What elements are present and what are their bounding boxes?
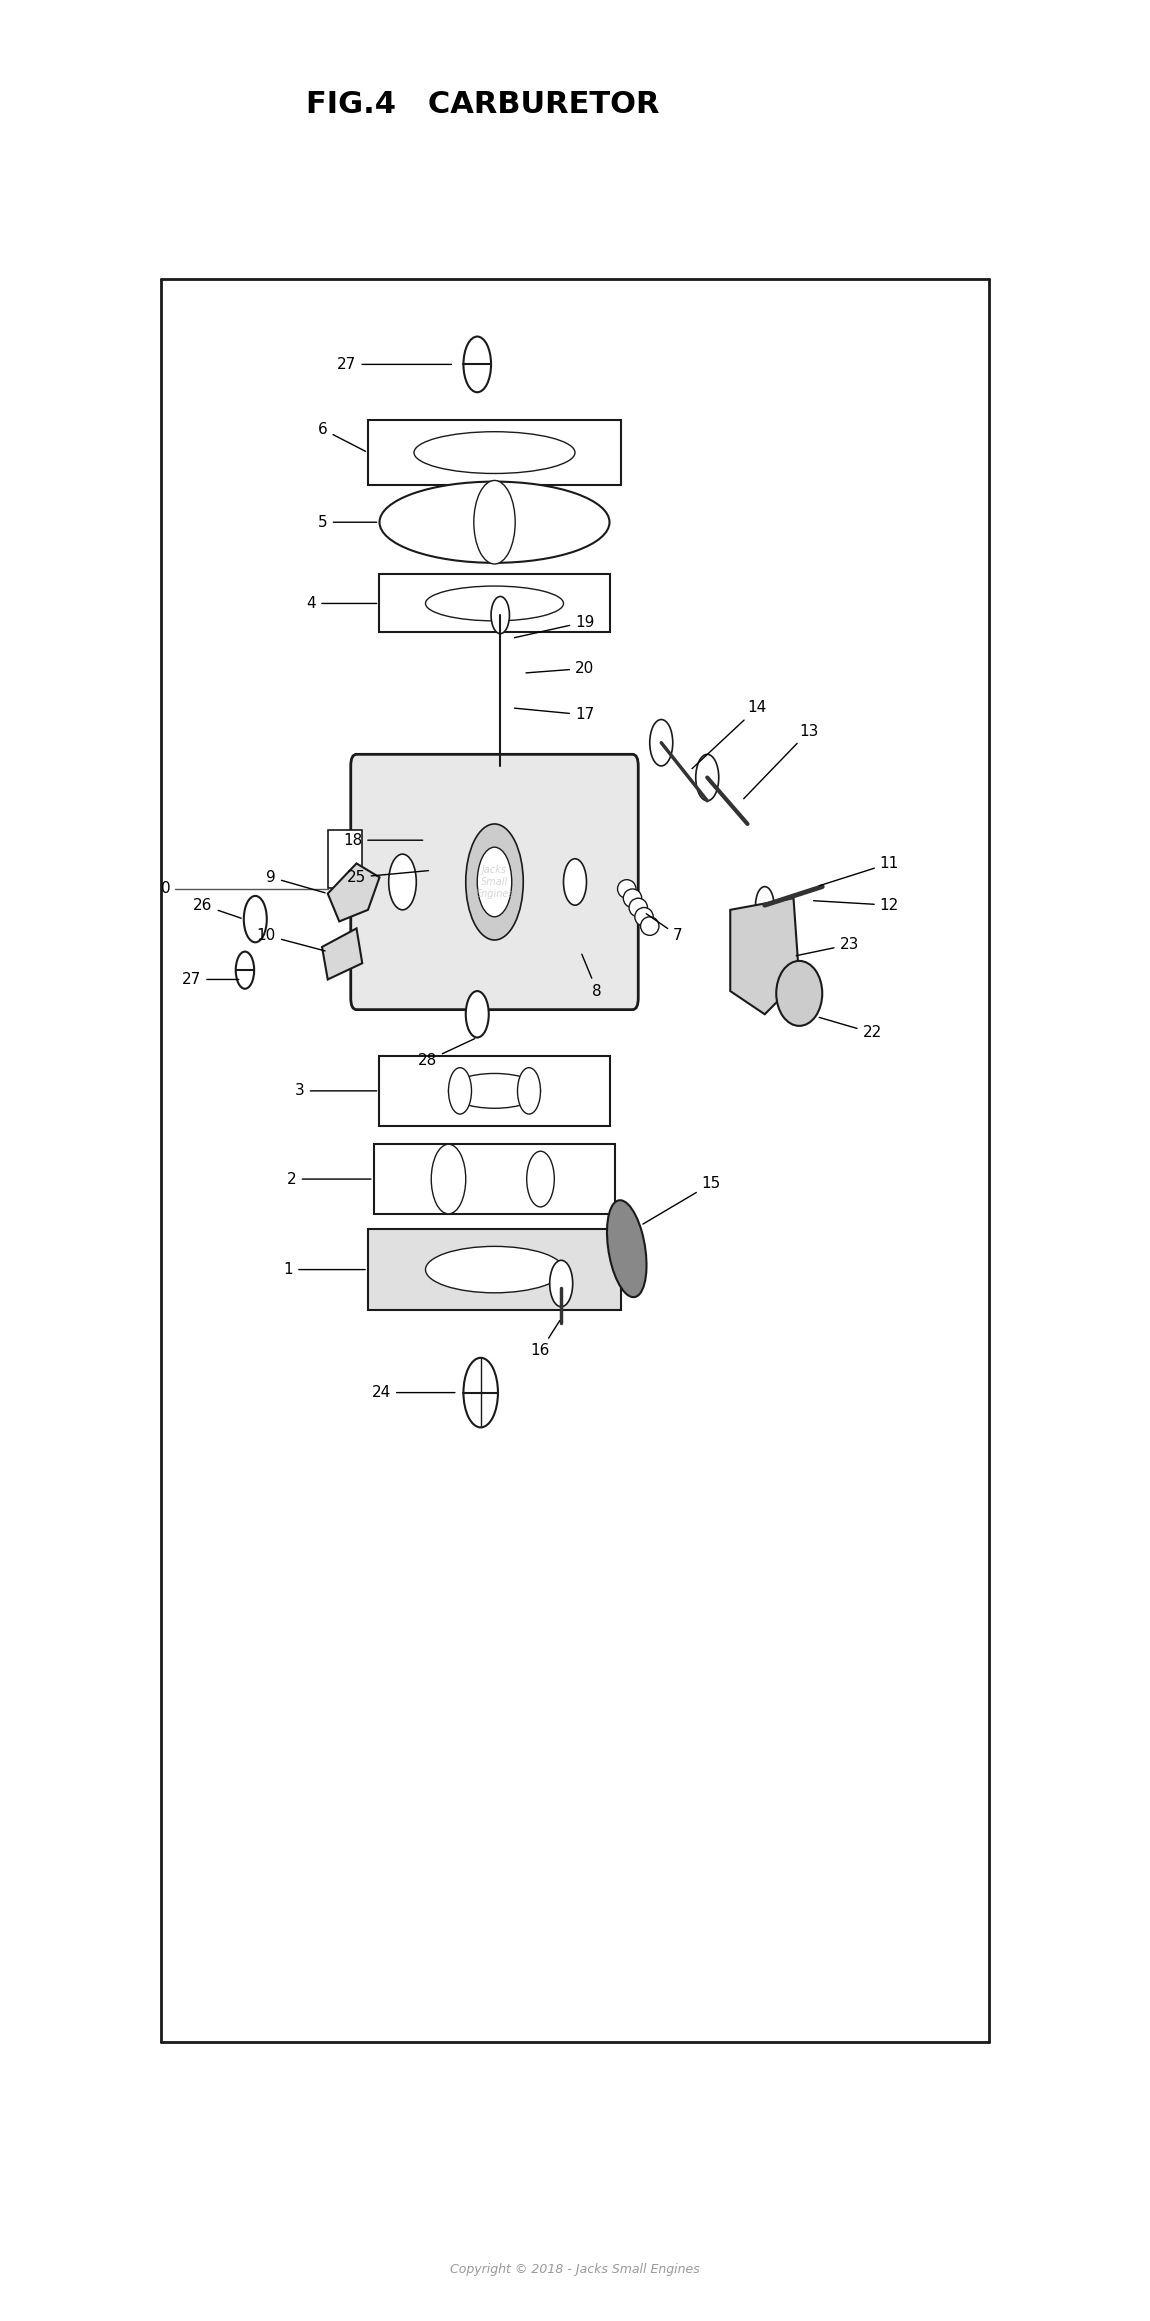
Polygon shape bbox=[322, 928, 362, 979]
Circle shape bbox=[244, 896, 267, 942]
Circle shape bbox=[466, 824, 523, 940]
Text: 11: 11 bbox=[819, 856, 899, 887]
Text: 20: 20 bbox=[526, 661, 595, 675]
Ellipse shape bbox=[426, 587, 564, 622]
Text: 9: 9 bbox=[267, 870, 325, 894]
Ellipse shape bbox=[380, 480, 610, 564]
Bar bbox=[328, 829, 362, 887]
Text: Jacks
Small
Engines: Jacks Small Engines bbox=[475, 866, 514, 898]
Text: 15: 15 bbox=[643, 1177, 721, 1223]
Ellipse shape bbox=[426, 1246, 564, 1293]
Circle shape bbox=[550, 1260, 573, 1307]
Ellipse shape bbox=[776, 961, 822, 1026]
Circle shape bbox=[477, 847, 512, 917]
Text: 22: 22 bbox=[819, 1017, 882, 1040]
Text: 14: 14 bbox=[692, 701, 767, 768]
Circle shape bbox=[448, 1068, 471, 1114]
Text: 17: 17 bbox=[514, 708, 595, 722]
Text: 24: 24 bbox=[371, 1386, 455, 1400]
Circle shape bbox=[236, 952, 254, 989]
Text: 6: 6 bbox=[319, 422, 366, 450]
Text: 7: 7 bbox=[646, 914, 682, 942]
Text: 1: 1 bbox=[284, 1263, 366, 1277]
FancyBboxPatch shape bbox=[351, 754, 638, 1010]
Text: 0: 0 bbox=[161, 882, 170, 896]
Text: 4: 4 bbox=[307, 596, 377, 610]
Ellipse shape bbox=[607, 1200, 646, 1297]
Ellipse shape bbox=[641, 917, 659, 935]
Circle shape bbox=[696, 754, 719, 801]
Circle shape bbox=[389, 854, 416, 910]
Circle shape bbox=[527, 1151, 554, 1207]
Text: 27: 27 bbox=[182, 972, 239, 986]
Circle shape bbox=[518, 1068, 540, 1114]
Text: 26: 26 bbox=[193, 898, 242, 919]
Circle shape bbox=[463, 1358, 498, 1427]
Circle shape bbox=[650, 720, 673, 766]
Text: 5: 5 bbox=[319, 515, 377, 529]
Text: 23: 23 bbox=[796, 938, 859, 956]
Text: Copyright © 2018 - Jacks Small Engines: Copyright © 2018 - Jacks Small Engines bbox=[450, 2263, 700, 2277]
Text: 12: 12 bbox=[813, 898, 899, 912]
Circle shape bbox=[564, 859, 586, 905]
Circle shape bbox=[474, 480, 515, 564]
Circle shape bbox=[756, 887, 774, 924]
Bar bbox=[380, 1056, 610, 1126]
Polygon shape bbox=[730, 898, 799, 1014]
Text: 3: 3 bbox=[296, 1084, 377, 1098]
Ellipse shape bbox=[618, 880, 636, 898]
Polygon shape bbox=[328, 863, 380, 921]
Text: 18: 18 bbox=[343, 833, 423, 847]
Circle shape bbox=[431, 1144, 466, 1214]
Bar bbox=[368, 420, 621, 485]
Text: 28: 28 bbox=[417, 1040, 475, 1068]
Circle shape bbox=[463, 337, 491, 392]
Text: 16: 16 bbox=[531, 1321, 560, 1358]
Ellipse shape bbox=[623, 889, 642, 908]
Bar bbox=[380, 573, 610, 631]
Text: 8: 8 bbox=[582, 954, 601, 998]
Text: 13: 13 bbox=[744, 724, 819, 798]
Ellipse shape bbox=[629, 898, 647, 917]
Text: FIG.4   CARBURETOR: FIG.4 CARBURETOR bbox=[306, 91, 660, 118]
Text: 25: 25 bbox=[346, 870, 429, 884]
Circle shape bbox=[466, 991, 489, 1037]
Circle shape bbox=[491, 596, 509, 634]
Text: 27: 27 bbox=[337, 357, 452, 371]
Bar bbox=[368, 1230, 621, 1309]
Ellipse shape bbox=[448, 1072, 540, 1107]
Ellipse shape bbox=[635, 908, 653, 926]
Bar bbox=[374, 1144, 615, 1214]
Text: 19: 19 bbox=[514, 615, 595, 638]
Ellipse shape bbox=[414, 432, 575, 473]
Text: 2: 2 bbox=[288, 1172, 371, 1186]
Text: 10: 10 bbox=[256, 928, 325, 952]
